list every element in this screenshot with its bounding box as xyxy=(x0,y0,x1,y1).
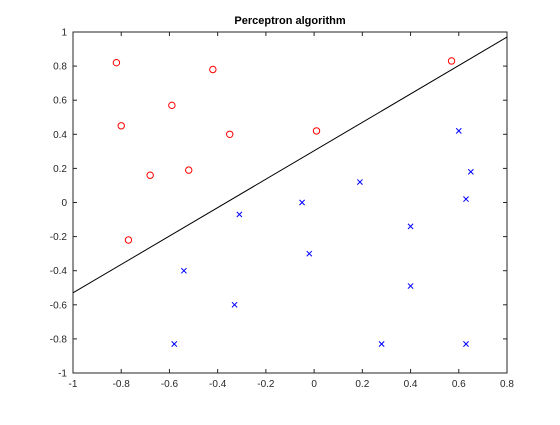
data-point-x xyxy=(407,223,414,230)
x-tick-label: -0.4 xyxy=(209,379,227,390)
data-point-x xyxy=(306,250,313,257)
x-marker-stroke xyxy=(463,341,469,347)
x-tick-label: -0.6 xyxy=(161,379,179,390)
data-point-circle xyxy=(209,65,217,74)
y-tick-label: -1 xyxy=(58,369,67,380)
points-layer xyxy=(112,57,474,347)
x-marker-stroke xyxy=(180,267,187,274)
data-point-circle xyxy=(117,122,125,130)
data-point-x xyxy=(231,301,238,308)
x-marker-stroke xyxy=(306,250,313,257)
x-tick-label: -0.2 xyxy=(257,379,275,390)
x-tick-label: -0.8 xyxy=(113,379,131,390)
x-tick-label: 0.4 xyxy=(404,379,418,390)
y-tick-label: 0.2 xyxy=(53,164,67,175)
x-tick-label: -1 xyxy=(69,379,78,390)
y-tick-label: 1 xyxy=(61,28,67,39)
x-marker-stroke xyxy=(231,301,238,308)
y-tick-label: 0.6 xyxy=(53,96,67,107)
y-tick-label: 0 xyxy=(61,198,67,209)
data-point-x xyxy=(171,341,178,347)
decision-boundary-line xyxy=(72,36,508,294)
data-point-x xyxy=(455,127,462,134)
chart-title: Perceptron algorithm xyxy=(234,15,345,27)
x-marker-stroke xyxy=(378,341,385,347)
x-tick-label: 0.8 xyxy=(500,379,514,390)
data-point-circle xyxy=(185,166,193,174)
data-point-circle xyxy=(447,57,456,65)
data-point-x xyxy=(407,283,414,289)
y-tick-label: -0.4 xyxy=(50,266,68,277)
y-tick-label: -0.8 xyxy=(50,334,68,345)
data-point-circle xyxy=(146,171,154,179)
x-marker-stroke xyxy=(463,196,469,203)
data-point-x xyxy=(180,267,187,274)
data-point-x xyxy=(467,168,474,175)
data-point-x xyxy=(236,211,243,218)
data-point-x xyxy=(463,196,469,203)
data-point-x xyxy=(463,341,469,347)
data-point-circle xyxy=(226,130,234,139)
x-marker-stroke xyxy=(407,223,414,230)
y-tick-label: -0.2 xyxy=(50,232,68,243)
data-point-circle xyxy=(168,101,176,110)
data-point-x xyxy=(356,179,363,185)
y-tick-label: 0.8 xyxy=(53,62,67,73)
y-tick-label: -0.6 xyxy=(50,300,68,311)
x-marker-stroke xyxy=(407,283,414,289)
x-marker-stroke xyxy=(236,211,243,218)
data-point-circle xyxy=(124,236,133,244)
ticks-layer: -1 -0.8 -0.6 -0.4 -0.2 0 0.2 0.4 0.6 0.8 -1 -0.8 -0.… xyxy=(50,28,515,391)
x-marker-stroke xyxy=(299,199,306,206)
x-tick-label: 0.6 xyxy=(452,379,466,390)
decision-boundary-layer xyxy=(72,36,508,294)
x-tick-label: 0.2 xyxy=(355,379,369,390)
y-tick-label: 0.4 xyxy=(53,130,67,141)
x-marker-stroke xyxy=(455,127,462,134)
x-marker-stroke xyxy=(356,179,363,185)
data-point-x xyxy=(378,341,385,347)
x-tick-label: 0 xyxy=(311,379,317,390)
x-marker-stroke xyxy=(467,168,474,175)
data-point-circle xyxy=(112,58,121,67)
data-point-x xyxy=(299,199,306,206)
x-marker-stroke xyxy=(171,341,178,347)
data-point-circle xyxy=(312,127,321,135)
